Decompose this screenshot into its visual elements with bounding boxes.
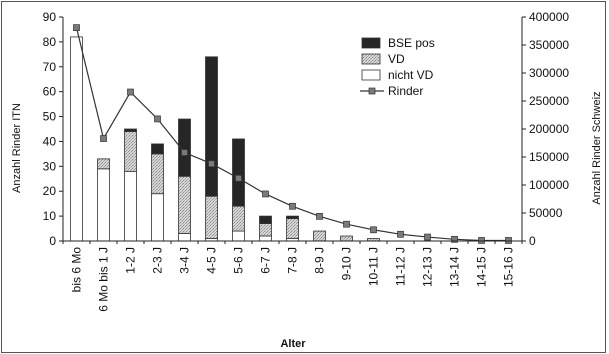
line-point-rinder (154, 115, 161, 123)
legend-marker-rinder (368, 87, 376, 95)
bar-bse-pos (178, 118, 191, 177)
y-tick-label-right: 400000 (529, 10, 569, 24)
bar-nicht-vd (124, 170, 137, 242)
y-axis-label-right: Anzahl Rinder Schweiz (591, 91, 603, 204)
x-tick-label: 6 Mo bis 1 J (97, 247, 111, 312)
bar-vd (205, 195, 218, 239)
x-tick-label: 8-9 J (313, 247, 327, 274)
y-tick-label-right: 150000 (529, 150, 569, 164)
y-tick-label-left: 70 (43, 60, 57, 74)
y-tick-label-left: 60 (43, 85, 57, 99)
x-tick-label: 6-7 J (259, 247, 273, 274)
bar-bse-pos (124, 128, 137, 132)
bar-vd (286, 218, 299, 239)
y-tick-label-left: 50 (43, 110, 57, 124)
x-tick-label: 14-15 J (475, 247, 489, 287)
line-point-rinder (262, 190, 269, 198)
y-tick-label-left: 90 (43, 10, 57, 24)
y-tick-label-right: 50000 (529, 206, 563, 220)
y-tick-label-right: 0 (529, 234, 536, 248)
legend-label-rinder: Rinder (388, 84, 423, 98)
line-point-rinder (208, 160, 215, 168)
y-tick-label-right: 100000 (529, 178, 569, 192)
x-axis-label: Alter (280, 338, 306, 350)
bar-bse-pos (232, 138, 245, 207)
legend-label-nicht-vd: nicht VD (388, 68, 434, 82)
line-point-rinder (478, 237, 485, 244)
bar-nicht-vd (232, 230, 245, 242)
bar-vd (340, 235, 353, 242)
x-tick-label: 11-12 J (394, 247, 408, 286)
line-point-rinder (343, 220, 350, 228)
bar-bse-pos (151, 143, 164, 155)
y-axis-label-left: Anzahl Rinder ITN (11, 103, 23, 193)
y-tick-label-left: 80 (43, 35, 57, 49)
y-tick-label-left: 30 (43, 159, 57, 173)
x-tick-label: 13-14 J (448, 247, 462, 287)
bar-nicht-vd (97, 168, 110, 242)
bar-nicht-vd (151, 193, 164, 242)
line-point-rinder (73, 24, 80, 31)
x-tick-label: 2-3 J (151, 247, 165, 274)
line-point-rinder (451, 235, 458, 243)
y-tick-label-left: 20 (43, 184, 57, 198)
legend-label-vd: VD (388, 52, 405, 66)
y-tick-label-left: 40 (43, 134, 57, 148)
line-point-rinder (424, 233, 431, 241)
x-tick-label: 5-6 J (232, 247, 246, 274)
line-point-rinder (370, 226, 377, 234)
line-point-rinder (505, 237, 512, 244)
bar-bse-pos (259, 215, 272, 224)
x-tick-label: bis 6 Mo (70, 247, 84, 293)
line-point-rinder (127, 88, 134, 96)
x-tick-label: 9-10 J (340, 247, 354, 280)
bar-vd (97, 158, 110, 170)
legend-label-bse-pos: BSE pos (388, 36, 435, 50)
x-tick-label: 15-16 J (502, 247, 516, 287)
y-tick-label-right: 200000 (529, 122, 569, 136)
bar-nicht-vd (178, 233, 191, 242)
x-tick-label: 12-13 J (421, 247, 435, 287)
bar-nicht-vd (259, 235, 272, 242)
x-tick-label: 7-8 J (286, 247, 300, 274)
line-point-rinder (235, 174, 242, 182)
y-tick-label-left: 10 (43, 209, 57, 223)
bar-bse-pos (286, 215, 299, 220)
bar-vd (259, 223, 272, 237)
line-point-rinder (289, 202, 296, 210)
y-tick-label-right: 250000 (529, 94, 569, 108)
line-point-rinder (181, 149, 188, 156)
bar-vd (232, 205, 245, 232)
y-tick-label-left: 0 (49, 234, 56, 248)
x-tick-label: 10-11 J (367, 247, 381, 286)
bar-nicht-vd (70, 36, 83, 242)
legend-swatch-bse-pos (361, 37, 381, 49)
bar-vd (178, 175, 191, 234)
line-point-rinder (100, 135, 107, 142)
line-point-rinder (316, 213, 323, 220)
bar-vd (313, 230, 326, 242)
y-tick-label-right: 350000 (529, 38, 569, 52)
legend-swatch-vd (361, 53, 381, 65)
x-tick-label: 4-5 J (205, 247, 219, 274)
legend-swatch-nicht-vd (361, 69, 381, 81)
x-tick-label: 1-2 J (124, 247, 138, 274)
x-tick-label: 3-4 J (178, 247, 192, 274)
line-point-rinder (397, 230, 404, 238)
bar-bse-pos (205, 56, 218, 197)
bar-vd (151, 153, 164, 195)
bar-vd (124, 131, 137, 172)
y-tick-label-right: 300000 (529, 66, 569, 80)
legend: BSE pos VD nicht VD Rinder (360, 36, 435, 98)
